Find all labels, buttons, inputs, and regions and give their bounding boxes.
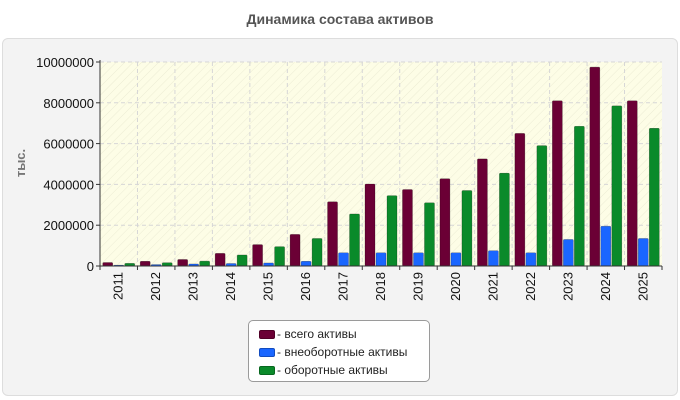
bar-noncurrent-2024	[600, 225, 612, 267]
bar-current-2019	[424, 202, 435, 267]
bar-current-2025	[648, 128, 660, 267]
bar-noncurrent-2018	[375, 252, 387, 267]
bar-noncurrent-2020	[450, 252, 462, 267]
y-tick-label: 8000000	[43, 96, 94, 111]
x-tick-label-2015: 2015	[261, 272, 276, 301]
bar-total-2015	[252, 244, 263, 267]
bar-total-2021	[477, 158, 488, 267]
x-tick-label-2018: 2018	[373, 272, 388, 301]
x-tick-label-2024: 2024	[598, 272, 613, 301]
bar-noncurrent-2025	[637, 238, 649, 267]
y-axis-label: тыс.	[13, 149, 28, 177]
bar-noncurrent-2016	[300, 261, 312, 267]
grid-lines	[100, 61, 662, 266]
x-tick-label-2014: 2014	[223, 272, 238, 301]
legend-item-current: - оборотные активы	[259, 361, 429, 379]
bar-current-2020	[461, 190, 473, 267]
plot-background	[100, 62, 662, 266]
bar-total-2018	[364, 183, 376, 267]
bar-total-2017	[327, 201, 338, 267]
legend-swatch-total	[259, 329, 275, 339]
legend-swatch-noncurrent	[259, 347, 275, 357]
bar-current-2017	[349, 213, 360, 267]
x-tick-label-2012: 2012	[148, 272, 163, 301]
bar-current-2023	[574, 125, 585, 267]
bar-current-2015	[274, 246, 285, 267]
bar-current-2021	[499, 172, 510, 267]
y-tick-label: 2000000	[43, 218, 94, 233]
bar-current-2022	[536, 145, 548, 267]
bar-total-2014	[214, 253, 226, 267]
y-tick-label: 6000000	[43, 137, 94, 152]
x-tick-label-2017: 2017	[336, 272, 351, 301]
bar-total-2016	[289, 234, 301, 267]
bar-current-2024	[611, 105, 623, 267]
bar-total-2022	[514, 133, 526, 267]
bar-total-2013	[177, 259, 188, 267]
x-tick-labels: 2011 2012 2013 2014 2015 2016 2017 2018 2019 2020…	[111, 272, 651, 301]
bar-total-2012	[139, 261, 151, 267]
bar-noncurrent-2023	[563, 239, 574, 267]
legend-swatch-current	[259, 365, 275, 375]
axes	[96, 60, 663, 270]
x-tick-label-2013: 2013	[186, 272, 201, 301]
legend-label-total: - всего активы	[277, 327, 357, 341]
legend: - всего активы - внеоборотные активы - о…	[248, 320, 430, 382]
y-tick-label: 10000000	[36, 55, 94, 70]
x-tick-label-2016: 2016	[298, 272, 313, 301]
bar-current-2016	[311, 238, 323, 267]
x-tick-label-2019: 2019	[410, 272, 425, 301]
legend-item-noncurrent: - внеоборотные активы	[259, 343, 429, 361]
legend-item-total: - всего активы	[259, 325, 429, 343]
bar-current-2013	[199, 260, 210, 267]
x-tick-label-2022: 2022	[523, 272, 538, 301]
x-tick-label-2011: 2011	[111, 272, 126, 300]
bars	[102, 66, 660, 267]
bar-total-2025	[626, 100, 638, 267]
bar-total-2020	[439, 178, 451, 267]
bar-total-2023	[552, 100, 563, 267]
bar-total-2024	[589, 66, 601, 267]
legend-label-current: - оборотные активы	[277, 363, 388, 377]
bar-current-2014	[236, 254, 248, 267]
bar-noncurrent-2022	[525, 252, 537, 267]
x-tick-label-2025: 2025	[635, 272, 650, 301]
x-tick-label-2021: 2021	[485, 272, 500, 301]
bar-noncurrent-2017	[338, 252, 349, 267]
bar-total-2019	[402, 189, 413, 267]
bar-current-2018	[386, 195, 398, 267]
y-tick-label: 0	[87, 259, 94, 274]
x-tick-label-2023: 2023	[560, 272, 575, 301]
bar-total-2011	[102, 262, 114, 267]
bar-noncurrent-2021	[488, 250, 499, 267]
legend-label-noncurrent: - внеоборотные активы	[277, 345, 408, 359]
bar-noncurrent-2019	[413, 252, 424, 267]
x-tick-label-2020: 2020	[448, 272, 463, 301]
y-tick-labels: 0 2000000 4000000 6000000 8000000 10000000	[36, 55, 94, 274]
y-tick-label: 4000000	[43, 177, 94, 192]
chart-title: Динамика состава активов	[246, 11, 434, 27]
